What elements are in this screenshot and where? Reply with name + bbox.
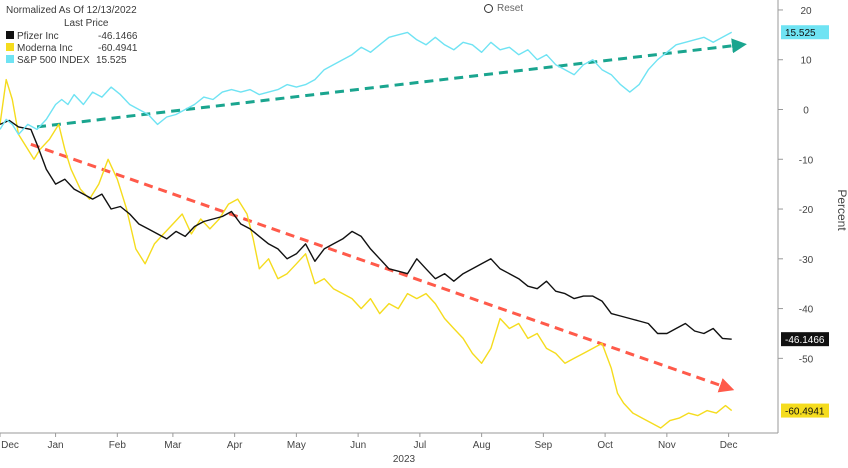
legend-swatch-moderna [6,43,14,51]
x-tick-label: Aug [473,440,491,451]
legend-value-pfizer: -46.1466 [98,31,138,42]
x-tick-label: Dec [1,440,19,451]
last-price-label: Last Price [64,18,109,29]
last-value-label-pfizer: -46.1466 [785,335,825,346]
last-value-box-moderna [781,403,829,418]
x-tick-label: Dec [720,440,738,451]
y-tick-label: -50 [799,354,814,365]
legend-value-spx: 15.525 [96,55,127,66]
last-value-label-spx: 15.525 [785,28,816,39]
y-tick-label: 20 [800,6,812,17]
x-tick-label: Jun [350,440,366,451]
last-value-label-moderna: -60.4941 [785,407,825,418]
legend-name-moderna: Moderna Inc [17,43,73,54]
y-tick-label: 10 [800,56,812,67]
reset-circle-icon [484,3,493,13]
trend-arrow-trend_down [30,142,735,393]
legend-name-pfizer: Pfizer Inc [17,31,59,42]
last-value-box-spx [781,25,829,40]
series-line-spx [0,31,733,136]
legend-name-spx: S&P 500 INDEX [17,55,90,66]
last-value-labels: -46.1466 -60.4941 15.525 [781,25,829,418]
reset-label: Reset [497,2,524,14]
x-tick-label: May [287,440,306,451]
x-axis-title: 2023 [393,454,416,465]
series-lines [0,31,733,429]
legend-swatch-spx [6,55,14,63]
x-tick-label: Jan [48,440,64,451]
axis-layer: 20 10 0 -10 -20 -30 -40 -50 Dec Jan Feb Mar Apr May Ju… [0,0,814,451]
y-tick-label: -30 [799,255,814,266]
legend-swatch-pfizer [6,31,14,39]
reset-button[interactable]: Reset [484,1,523,15]
x-tick-label: Nov [658,440,676,451]
x-tick-label: Jul [413,440,426,451]
x-tick-label: Mar [164,440,182,451]
series-line-moderna [0,78,733,429]
normalized-label: Normalized As Of 12/13/2022 [6,5,137,16]
x-tick-label: Apr [227,440,243,451]
y-tick-label: -10 [799,155,814,166]
x-tick-label: Feb [109,440,127,451]
trend-arrow-trend_up [36,38,747,129]
series-line-pfizer [0,119,732,340]
last-value-box-pfizer [781,332,829,347]
legend-value-moderna: -60.4941 [98,43,138,54]
x-tick-label: Sep [534,440,552,451]
y-tick-label: -40 [799,305,814,316]
y-axis-title: Percent [835,189,848,231]
legend: Normalized As Of 12/13/2022 Last Price P… [6,5,138,66]
x-tick-label: Oct [597,440,613,451]
trend-lines [30,38,747,393]
y-tick-label: 0 [803,105,809,116]
y-tick-label: -20 [799,205,814,216]
